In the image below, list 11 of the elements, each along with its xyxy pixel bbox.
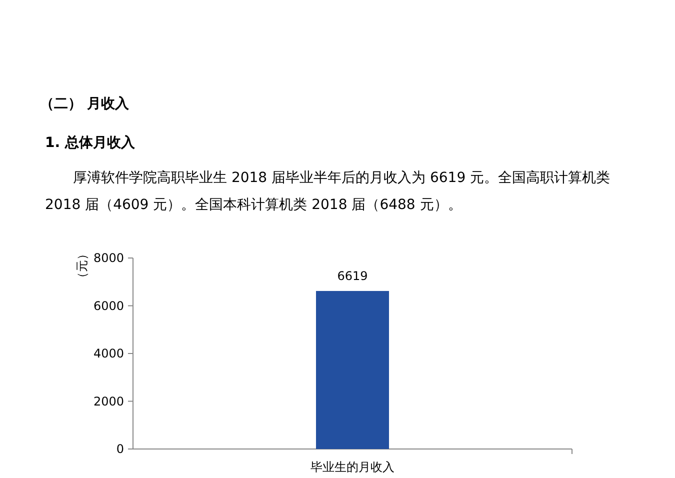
title: （二） 月收入 [40, 95, 129, 113]
subtitle: 1. 总体月收入 [45, 134, 135, 152]
y-tick-label: 4000 [93, 346, 124, 360]
y-tick-label: 6000 [93, 298, 124, 313]
x-tick-label: 毕业生的月收入 [310, 460, 394, 474]
data-label: 6619 [337, 268, 368, 283]
y-tick-label: 8000 [93, 251, 124, 265]
y-tick-label: 2000 [93, 394, 124, 408]
annotation: 厚溥软件学院高职毕业生 2018 届毕业半年后的月收入为 6619 元。全国高职计算机类 2018 届（4609 元）。全国本科计算机类 2018 届（6488 元）。 [45, 169, 612, 215]
y-tick-label: 0 [116, 442, 124, 456]
y-axis-title: （元） [75, 248, 89, 284]
